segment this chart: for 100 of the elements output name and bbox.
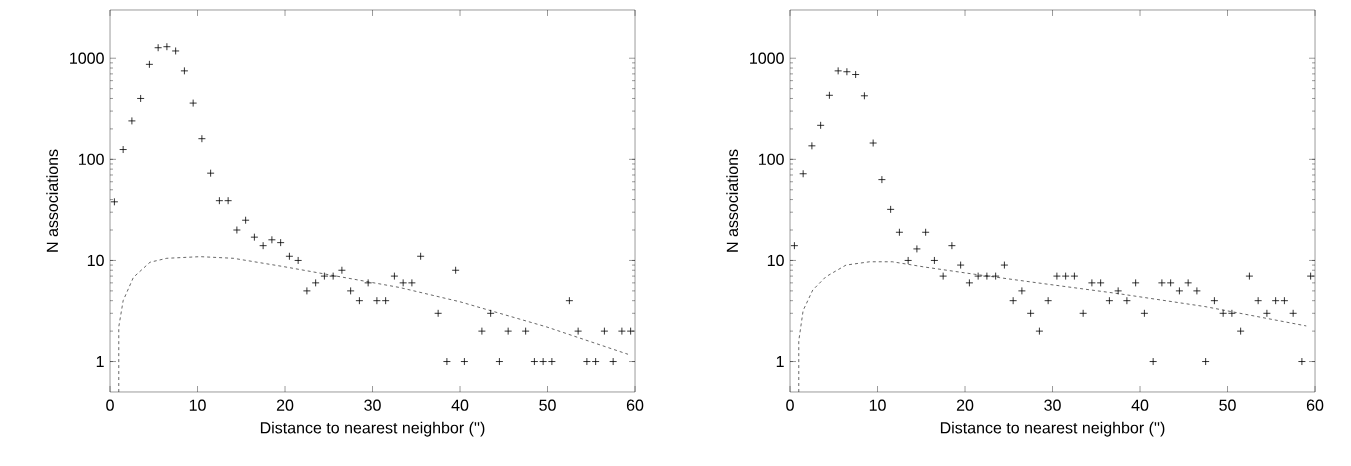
point xyxy=(939,272,948,281)
point xyxy=(834,66,843,75)
point xyxy=(539,357,548,366)
point xyxy=(1026,309,1035,318)
point xyxy=(206,169,215,178)
point xyxy=(574,327,583,336)
point xyxy=(851,70,860,79)
x-tick-label: 60 xyxy=(1306,399,1324,411)
point xyxy=(912,245,921,253)
point xyxy=(486,309,495,318)
point xyxy=(1192,286,1201,295)
point xyxy=(1044,296,1053,305)
point xyxy=(346,286,355,295)
point xyxy=(895,228,904,237)
point xyxy=(1280,296,1289,305)
point xyxy=(232,226,241,234)
point xyxy=(504,327,513,336)
point xyxy=(1166,278,1175,287)
x-tick-label: 0 xyxy=(786,399,794,411)
point xyxy=(1289,309,1298,318)
point xyxy=(886,205,895,214)
x-tick-label: 20 xyxy=(956,399,974,411)
x-tick-label: 10 xyxy=(869,399,886,411)
point xyxy=(974,272,983,281)
point xyxy=(1227,309,1236,318)
point xyxy=(790,241,799,250)
point xyxy=(547,357,556,366)
point xyxy=(565,296,574,305)
point xyxy=(477,327,486,336)
point xyxy=(1149,357,1158,366)
point xyxy=(1219,309,1228,318)
y-tick-label: 10 xyxy=(87,254,104,267)
point xyxy=(1306,272,1315,281)
point xyxy=(1184,278,1193,287)
point xyxy=(807,141,816,150)
point xyxy=(930,256,939,265)
point xyxy=(982,272,991,281)
point xyxy=(591,357,600,366)
point xyxy=(329,272,338,281)
point xyxy=(860,91,869,100)
point xyxy=(311,278,320,287)
point xyxy=(904,256,913,265)
point xyxy=(372,296,381,305)
y-tick-label: 100 xyxy=(79,153,104,165)
point xyxy=(241,216,250,225)
point xyxy=(320,272,329,281)
x-tick-label: 60 xyxy=(626,399,644,411)
point xyxy=(136,94,145,103)
point xyxy=(1079,309,1088,318)
point xyxy=(442,357,451,366)
point xyxy=(1262,309,1271,318)
y-tick-label: 100 xyxy=(759,153,784,165)
x-axis-title: Distance to nearest neighbor ('') xyxy=(260,421,485,437)
point xyxy=(364,278,373,287)
point xyxy=(1271,296,1280,305)
point xyxy=(250,233,259,242)
point xyxy=(1122,296,1131,305)
point xyxy=(530,357,539,366)
x-tick-label: 50 xyxy=(539,399,556,411)
point xyxy=(460,357,469,366)
point xyxy=(267,235,276,244)
point xyxy=(197,134,206,143)
point xyxy=(1297,357,1306,366)
point xyxy=(825,91,834,100)
point xyxy=(145,60,154,69)
point xyxy=(842,67,851,76)
x-tick-label: 0 xyxy=(106,399,114,411)
point xyxy=(1201,357,1210,366)
point xyxy=(276,238,285,247)
point xyxy=(1017,286,1026,295)
point xyxy=(991,272,1000,281)
point xyxy=(294,256,303,265)
point xyxy=(1096,278,1105,287)
point xyxy=(1000,261,1009,269)
point xyxy=(956,261,965,269)
x-tick-label: 20 xyxy=(276,399,294,411)
point xyxy=(285,252,294,261)
point xyxy=(1175,286,1184,295)
point xyxy=(1210,296,1219,305)
point xyxy=(1052,272,1061,281)
x-tick-label: 40 xyxy=(451,399,469,411)
point xyxy=(407,278,416,287)
point xyxy=(1131,278,1140,287)
point xyxy=(816,121,825,130)
point xyxy=(355,296,364,305)
point xyxy=(617,327,626,336)
point xyxy=(1061,272,1070,281)
point xyxy=(127,116,136,125)
point xyxy=(259,241,268,250)
y-tick-label: 1 xyxy=(776,356,784,368)
y-tick-label: 1000 xyxy=(70,52,104,64)
point xyxy=(869,139,878,147)
point xyxy=(1140,309,1149,318)
point xyxy=(609,357,618,366)
y-tick-label: 1 xyxy=(96,356,104,368)
y-tick-label: 10 xyxy=(767,254,784,267)
point xyxy=(399,278,408,287)
point xyxy=(390,272,399,281)
point xyxy=(215,196,224,205)
point xyxy=(521,327,530,336)
